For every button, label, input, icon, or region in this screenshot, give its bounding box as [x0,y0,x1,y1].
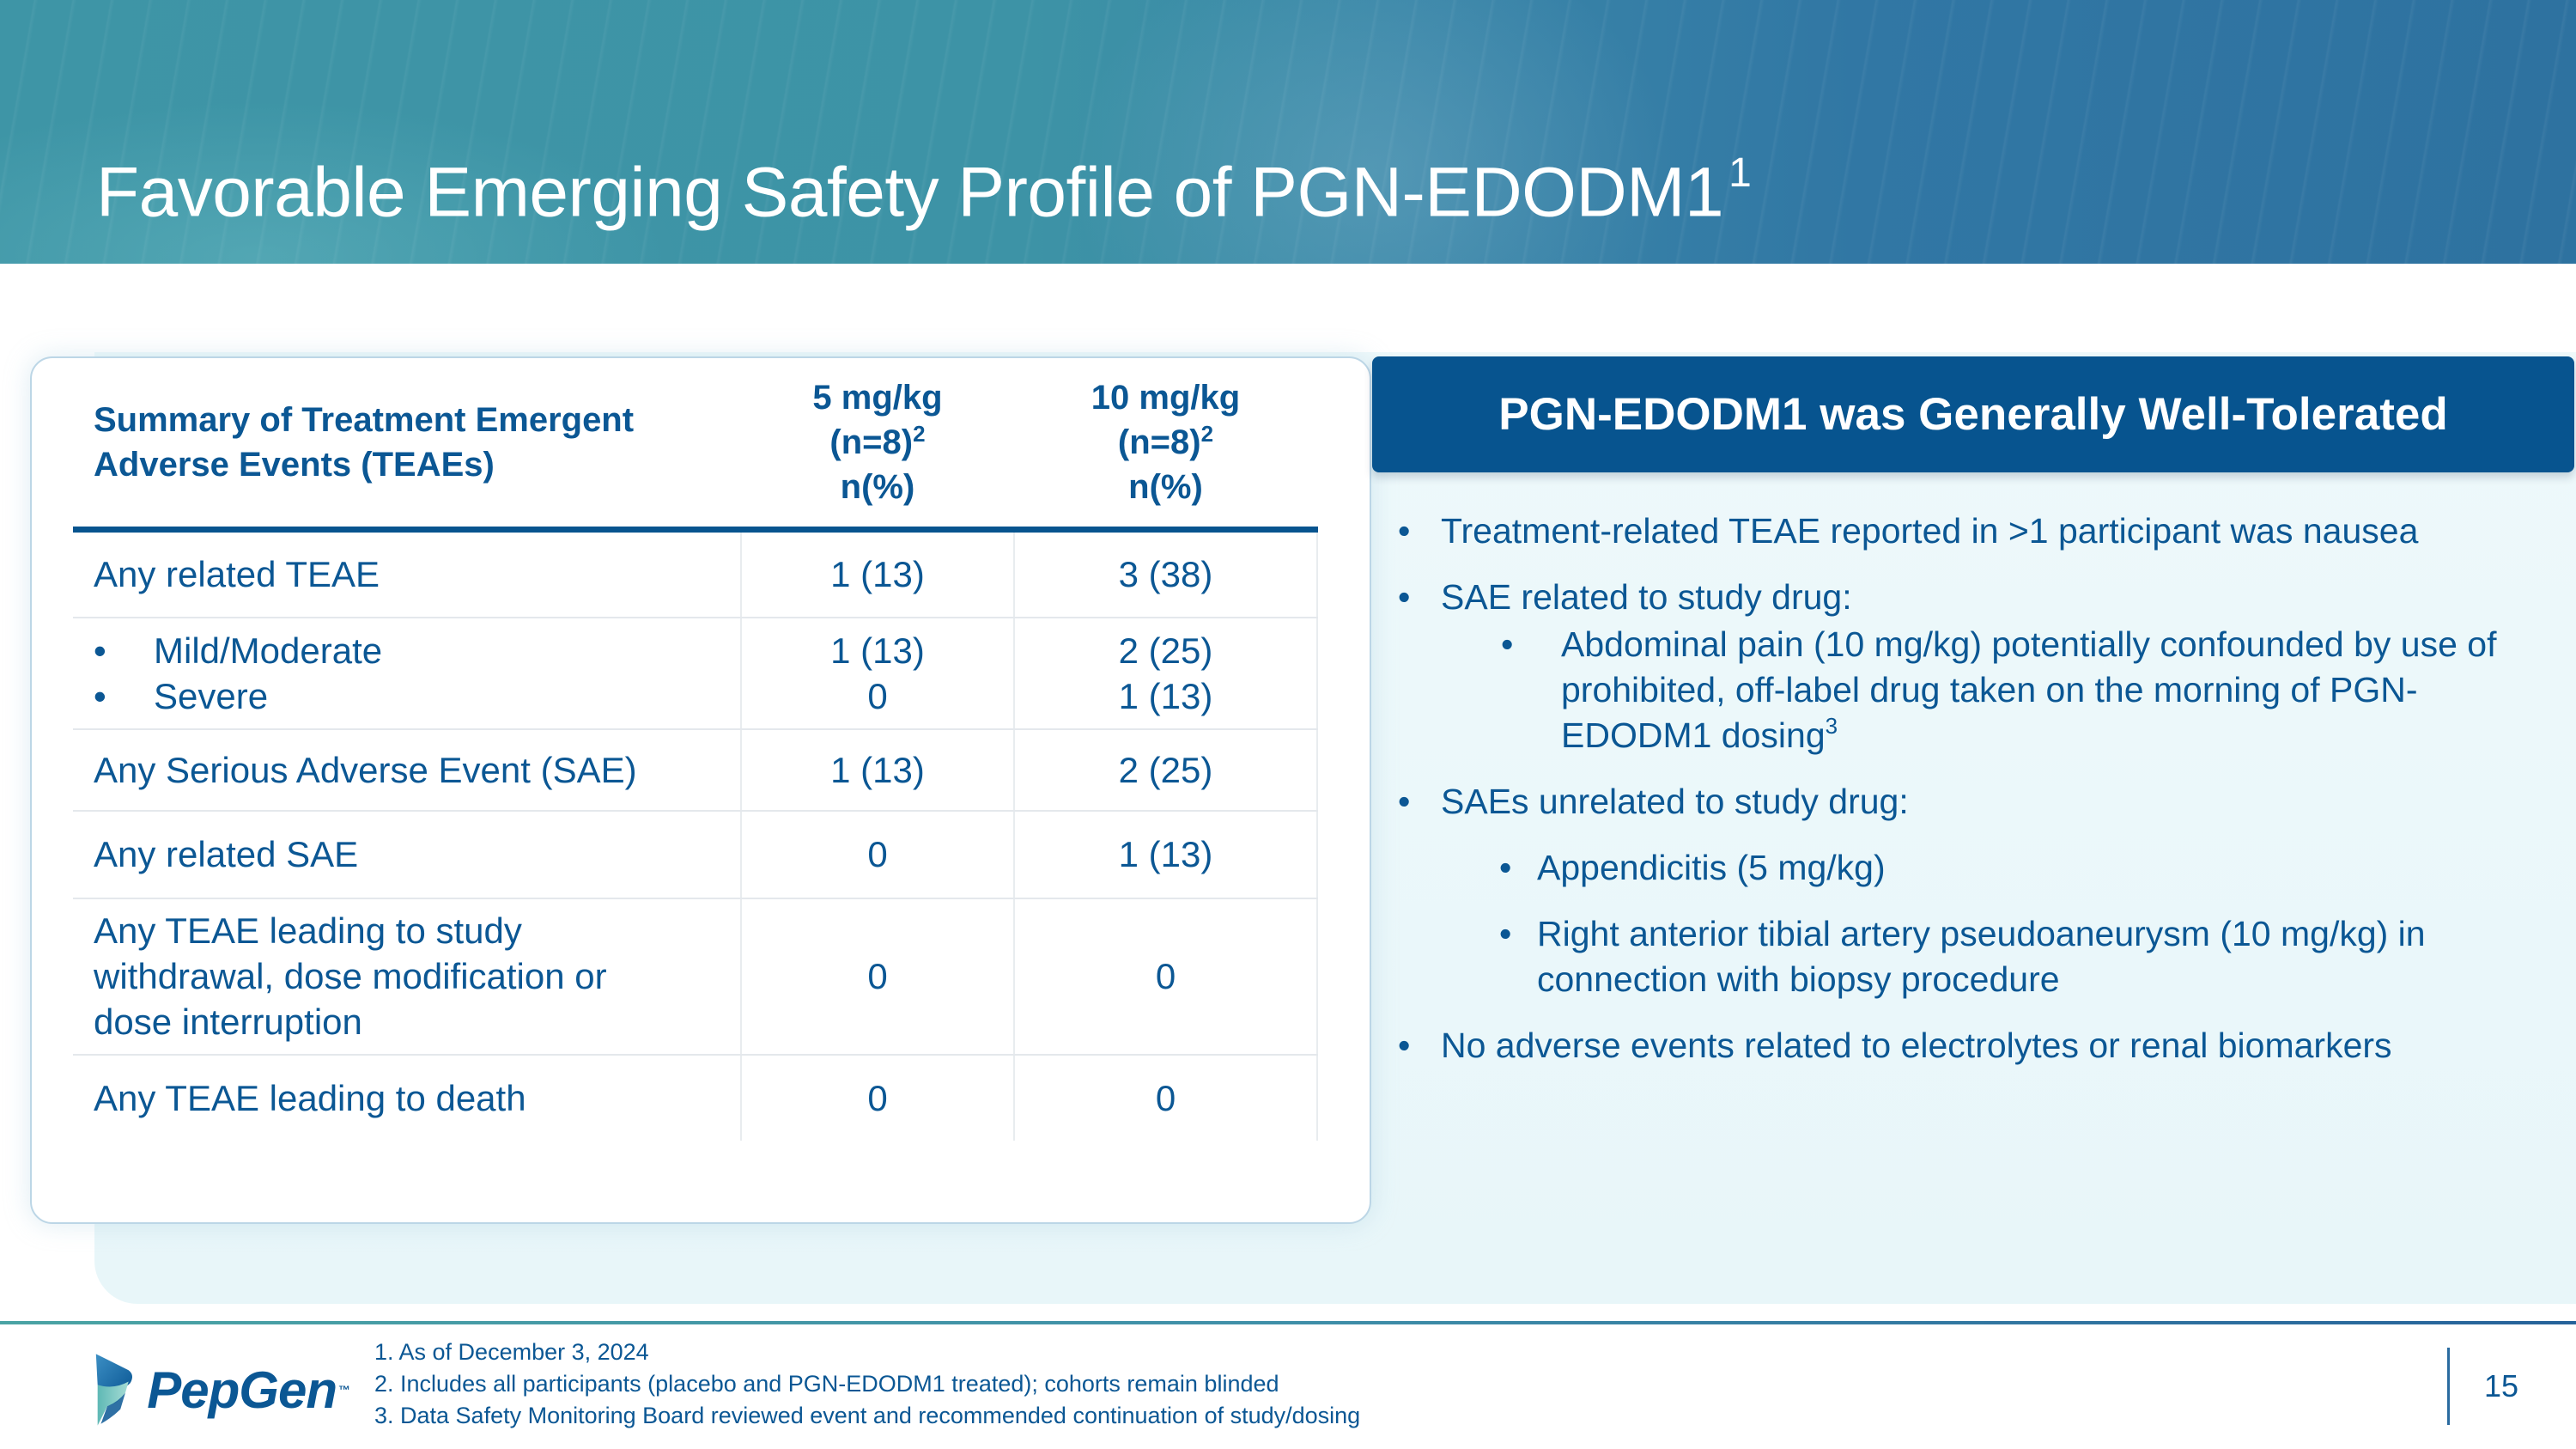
table-row: Any related TEAE 1 (13) 3 (38) [73,529,1318,618]
footnote-3: 3. Data Safety Monitoring Board reviewed… [374,1403,1361,1428]
cell-5mgkg: 1 (13) 0 [740,617,1014,730]
row-label: Any related TEAE [73,529,741,618]
row-label: Any TEAE leading to death [94,1077,526,1118]
dose-label: 5 mg/kg [812,379,943,417]
cell-5mgkg: 0 [740,1054,1014,1141]
bullet-icon: • [1501,624,1514,664]
list-item: • Severe [94,673,740,719]
bullet-item: • SAEs unrelated to study drug: [1398,779,2566,825]
bullet-item: • Treatment-related TEAE reported in >1 … [1398,508,2566,554]
table-row: Any Serious Adverse Event (SAE) 1 (13) 2… [73,728,1318,812]
value-severe: 0 [867,675,888,716]
cell-10mgkg: 0 [1013,898,1318,1056]
table-row: Any TEAE leading to study withdrawal, do… [73,898,1318,1056]
pepgen-logo: PepGen ™ [93,1350,350,1429]
cell-10mgkg: 0 [1013,1054,1318,1141]
footnote-ref: 2 [913,421,926,447]
sub-bullet-item: • Abdominal pain (10 mg/kg) potentially … [1398,622,2566,758]
bullet-text: SAEs unrelated to study drug: [1441,782,1909,821]
table-header-10mgkg: 10 mg/kg (n=8)2 n(%) [1014,358,1317,533]
page-title-text: Favorable Emerging Safety Profile of PGN… [96,153,1724,232]
sub-label: Severe [154,675,269,716]
row-label: • Mild/Moderate • Severe [73,617,741,730]
sub-label: Mild/Moderate [154,630,383,671]
panel-heading-box: PGN-EDODM1 was Generally Well-Tolerated [1372,356,2574,472]
cell-10mgkg: 2 (25) [1013,728,1318,812]
row-label: Any Serious Adverse Event (SAE) [73,728,741,812]
table-header-label: Summary of Treatment Emergent Adverse Ev… [73,358,741,533]
title-banner: Favorable Emerging Safety Profile of PGN… [0,0,2576,264]
bullet-icon: • [94,675,106,716]
unit-label: n(%) [1128,468,1203,506]
bullet-text: SAE related to study drug: [1441,577,1852,617]
teae-table-card: Summary of Treatment Emergent Adverse Ev… [30,356,1371,1224]
cell-5mgkg: 0 [740,898,1014,1056]
table-row-severity: • Mild/Moderate • Severe 1 (13) 0 2 (25) 1… [73,617,1318,730]
cell-10mgkg: 1 (13) [1013,810,1318,899]
row-label: Any related SAE [73,810,741,899]
cell-5mgkg: 1 (13) [740,529,1014,618]
page-number-divider [2447,1348,2450,1425]
value-mild: 1 (13) [830,630,925,671]
bullet-icon: • [94,630,106,671]
cell-5mgkg: 1 (13) [740,728,1014,812]
title-footnote-ref: 1 [1728,150,1752,196]
pepgen-logo-mark-icon [95,1354,133,1426]
bullet-icon: • [1398,577,1411,617]
table-header-5mgkg: 5 mg/kg (n=8)2 n(%) [741,358,1014,533]
value-mild: 2 (25) [1118,630,1213,671]
footnote-2: 2. Includes all participants (placebo an… [374,1371,1279,1397]
footnote-1: 1. As of December 3, 2024 [374,1339,649,1365]
bullet-icon: • [1499,848,1512,887]
cell-10mgkg: 2 (25) 1 (13) [1013,617,1318,730]
footer-divider [0,1321,2576,1324]
trademark-symbol: ™ [338,1383,350,1397]
table-row: Any TEAE leading to death 0 0 [73,1054,1318,1141]
bullet-text: No adverse events related to electrolyte… [1441,1026,2392,1065]
bullet-item: • SAE related to study drug: [1398,575,2566,620]
sub-bullet-item: • Right anterior tibial artery pseudoane… [1398,911,2566,1002]
sub-bullet-text: Right anterior tibial artery pseudoaneur… [1537,914,2426,999]
sub-bullet-text: Abdominal pain (10 mg/kg) potentially co… [1561,624,2497,755]
dose-label: 10 mg/kg [1091,379,1241,417]
bullet-icon: • [1398,511,1411,551]
unit-label: n(%) [840,468,915,506]
list-item: • Mild/Moderate [94,628,740,673]
safety-bullet-list: • Treatment-related TEAE reported in >1 … [1398,508,2566,1089]
footnotes: 1. As of December 3, 2024 2. Includes al… [374,1336,1360,1432]
page-title: Favorable Emerging Safety Profile of PGN… [96,136,1752,235]
table-row: Any related SAE 0 1 (13) [73,810,1318,899]
n-label: (n=8) [1117,423,1201,461]
sub-bullet-text: Appendicitis (5 mg/kg) [1537,848,1886,887]
footnote-ref: 3 [1825,713,1838,739]
header-label-line2: Adverse Events (TEAEs) [94,446,495,484]
bullet-icon: • [1499,914,1512,953]
bullet-text: Treatment-related TEAE reported in >1 pa… [1441,511,2419,551]
teae-summary-table: Summary of Treatment Emergent Adverse Ev… [73,358,1318,1141]
bullet-icon: • [1398,782,1411,821]
page-number: 15 [2484,1368,2519,1403]
panel-heading: PGN-EDODM1 was Generally Well-Tolerated [1498,389,2448,440]
cell-10mgkg: 3 (38) [1013,529,1318,618]
table-header-row: Summary of Treatment Emergent Adverse Ev… [73,358,1317,533]
bullet-item: • No adverse events related to electroly… [1398,1023,2566,1068]
severity-list: • Mild/Moderate • Severe [94,628,740,719]
value-severe: 1 (13) [1118,675,1213,716]
row-label: Any TEAE leading to study withdrawal, do… [73,898,741,1056]
sub-bullet-item: • Appendicitis (5 mg/kg) [1398,845,2566,891]
header-label-line1: Summary of Treatment Emergent [94,401,635,439]
logo-wordmark: PepGen [147,1361,337,1419]
cell-5mgkg: 0 [740,810,1014,899]
n-label: (n=8) [829,423,914,461]
footnote-ref: 2 [1200,421,1214,447]
bullet-icon: • [1398,1026,1411,1065]
